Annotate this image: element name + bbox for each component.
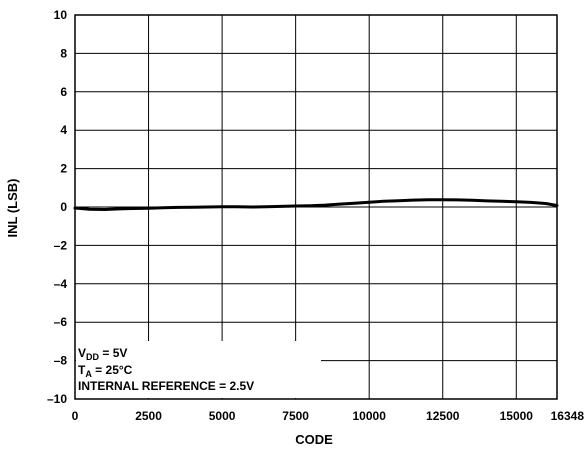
y-tick-label: –8 xyxy=(54,354,68,368)
y-tick-label: –2 xyxy=(54,238,68,252)
y-tick-label: 0 xyxy=(60,200,67,214)
annotation-temperature: TA = 25°C xyxy=(78,363,133,379)
x-tick-label: 2500 xyxy=(135,409,162,423)
annotation-background xyxy=(76,341,321,398)
x-tick-label: 10000 xyxy=(353,409,387,423)
x-tick-label: 12500 xyxy=(426,409,460,423)
x-tick-label: 15000 xyxy=(500,409,534,423)
y-tick-label: 6 xyxy=(60,85,67,99)
y-tick-label: –6 xyxy=(54,315,68,329)
y-tick-label: 4 xyxy=(60,123,67,137)
annotation-vdd: VDD = 5V xyxy=(78,346,127,362)
y-tick-label: 8 xyxy=(60,46,67,60)
inl-series-line xyxy=(73,198,559,211)
annotation-reference: INTERNAL REFERENCE = 2.5V xyxy=(78,379,254,393)
x-tick-label: 7500 xyxy=(282,409,309,423)
x-tick-label: 16348 xyxy=(551,409,584,423)
x-axis-title: CODE xyxy=(295,432,333,447)
x-tick-label: 0 xyxy=(72,409,79,423)
y-tick-label: –4 xyxy=(54,277,68,291)
tick-labels: 0 2500 5000 7500 10000 12500 15000 16348 –10 –8 –6… xyxy=(47,8,584,423)
x-tick-label: 5000 xyxy=(209,409,236,423)
y-tick-label: 2 xyxy=(60,162,67,176)
conditions-annotation: VDD = 5V TA = 25°C INTERNAL REFERENCE = … xyxy=(78,346,254,393)
y-tick-label: 10 xyxy=(54,8,68,22)
y-axis-title: INL (LSB) xyxy=(5,179,20,238)
y-tick-label: –10 xyxy=(47,392,67,406)
